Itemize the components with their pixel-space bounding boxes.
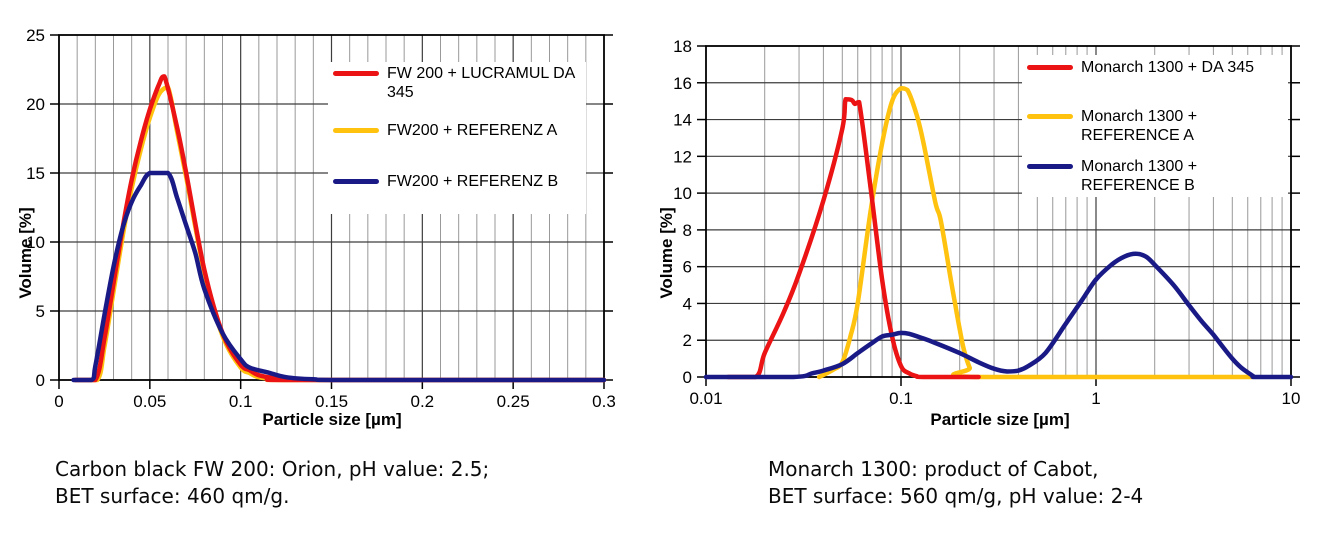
right-chart-x-tick-label: 10 [1282,389,1301,408]
right-chart-x-tick-label: 0.01 [689,389,722,408]
left-chart-caption: Carbon black FW 200: Orion, pH value: 2.… [55,456,489,510]
right-chart-y-tick-label: 0 [683,368,692,387]
right-chart-y-tick-label: 12 [673,147,692,166]
right-chart-x-tick-label: 0.1 [889,389,913,408]
legend-item-label: FW 200 + LUCRAMUL DA 345 [387,65,576,101]
left-chart-y-axis-title: Volume [%] [16,207,35,299]
legend-line-marker [1027,65,1073,70]
left-chart-x-tick-label: 0.05 [133,392,166,411]
left-chart-legend-item: FW 200 + LUCRAMUL DA 345 [333,64,575,102]
legend-item-label: Monarch 1300 + REFERENCE B [1081,158,1198,194]
left-chart-x-tick-label: 0 [54,392,63,411]
right-chart-y-tick-label: 16 [673,74,692,93]
left-chart-x-tick-label: 0.25 [497,392,530,411]
left-chart-y-tick-label: 5 [36,302,45,321]
legend-line-marker [1027,164,1073,169]
right-chart-y-tick-label: 14 [673,111,692,130]
right-chart-y-tick-label: 8 [683,221,692,240]
right-chart-legend: Monarch 1300 + DA 345 Monarch 1300 + REFER… [1022,55,1288,197]
left-chart-y-tick-label: 25 [26,26,45,45]
right-chart-legend-item: Monarch 1300 + REFERENCE A [1027,107,1197,145]
right-chart-y-tick-label: 6 [683,258,692,277]
legend-line-marker [333,179,379,184]
legend-item-label: Monarch 1300 + DA 345 [1081,59,1255,76]
caption-line: BET surface: 560 qm/g, pH value: 2-4 [768,484,1144,508]
left-chart-legend-item: FW200 + REFERENZ A [333,121,557,140]
left-chart-y-tick-label: 10 [26,233,45,252]
right-chart-y-tick-label: 18 [673,37,692,56]
right-chart-series-line [725,97,981,380]
right-chart-series-line [816,86,1255,380]
legend-item-label: FW200 + REFERENZ B [387,173,559,190]
right-chart-y-axis-title: Volume [%] [657,207,676,299]
right-chart-caption: Monarch 1300: product of Cabot, BET surf… [768,456,1143,510]
right-chart-x-tick-label: 1 [1091,389,1100,408]
left-chart-x-axis-title: Particle size [µm] [262,410,402,429]
legend-item-label: Monarch 1300 + REFERENCE A [1081,108,1198,144]
right-chart-y-tick-label: 4 [683,294,692,313]
left-chart-x-tick-label: 0.1 [229,392,253,411]
right-chart-y-tick-label: 10 [673,184,692,203]
left-chart-x-tick-label: 0.15 [315,392,348,411]
left-chart-y-tick-label: 15 [26,164,45,183]
right-chart-y-tick-label: 2 [683,331,692,350]
caption-line: Monarch 1300: product of Cabot, [768,457,1099,481]
right-chart-series-line [703,251,1294,380]
legend-line-marker [333,128,379,133]
right-chart-x-axis-title: Particle size [µm] [930,410,1070,429]
left-chart-legend: FW 200 + LUCRAMUL DA 345 FW200 + REFERENZ … [328,62,586,214]
legend-line-marker [333,71,379,76]
left-chart-series-line [71,170,607,383]
caption-line: Carbon black FW 200: Orion, pH value: 2.… [55,457,490,481]
left-chart-y-tick-label: 20 [26,95,45,114]
left-chart-series-line [73,74,607,383]
left-chart-x-tick-label: 0.3 [592,392,616,411]
legend-item-label: FW200 + REFERENZ A [387,122,558,139]
left-chart-x-tick-label: 0.2 [411,392,435,411]
left-chart-legend-item: FW200 + REFERENZ B [333,172,558,191]
legend-line-marker [1027,114,1073,119]
left-chart-y-tick-label: 0 [36,371,45,390]
caption-line: BET surface: 460 qm/g. [55,484,290,508]
right-chart-legend-item: Monarch 1300 + REFERENCE B [1027,157,1197,195]
right-chart-legend-item: Monarch 1300 + DA 345 [1027,58,1254,77]
